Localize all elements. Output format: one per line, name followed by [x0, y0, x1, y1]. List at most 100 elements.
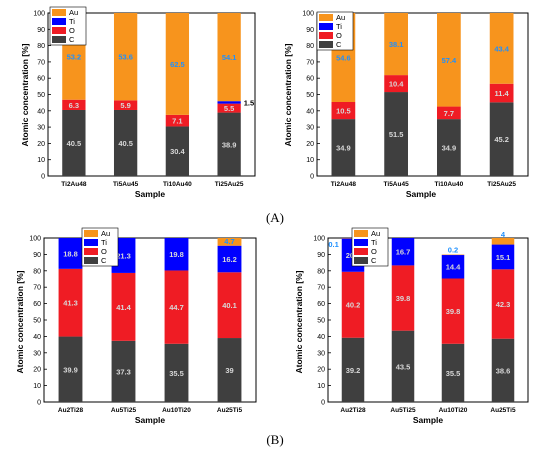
- data-label: 18.8: [63, 249, 78, 258]
- data-label: 39.2: [346, 366, 361, 375]
- bar-segment-c: [391, 330, 415, 402]
- x-axis-label: Sample: [135, 415, 166, 425]
- data-label: 45.2: [494, 135, 509, 144]
- bar-segment-ti: [491, 244, 515, 270]
- legend-label-ti: Ti: [69, 17, 75, 26]
- caption-panel-a: (A): [265, 210, 285, 225]
- y-tick-label: 80: [37, 43, 45, 50]
- x-axis-label: Sample: [135, 189, 166, 199]
- data-label: 15.1: [496, 253, 511, 262]
- legend-label-c: C: [336, 40, 342, 49]
- bar-segment-c: [341, 337, 365, 402]
- y-tick-label: 30: [33, 350, 41, 357]
- x-tick-label: Au25Ti5: [490, 407, 516, 414]
- data-label: 4: [501, 230, 506, 239]
- data-label: 39.8: [446, 307, 461, 316]
- bar-segment-c: [62, 109, 86, 176]
- x-tick-label: Ti25Au25: [487, 181, 516, 188]
- y-axis-label: Atomic concentration [%]: [283, 43, 293, 146]
- x-tick-label: Au5Ti25: [111, 407, 137, 414]
- data-label: 53.2: [67, 52, 82, 61]
- bar-segment-au: [217, 13, 241, 102]
- legend-swatch-au: [84, 230, 98, 237]
- data-label: 39.9: [63, 365, 78, 374]
- data-label: 34.9: [336, 144, 351, 153]
- x-tick-label: Ti25Au25: [215, 181, 244, 188]
- bar-segment-c: [441, 343, 465, 402]
- bar-segment-c: [217, 338, 242, 402]
- data-label: 7.1: [172, 117, 182, 126]
- bar-segment-o: [58, 268, 83, 337]
- bar-segment-c: [111, 340, 136, 402]
- y-tick-label: 80: [306, 43, 314, 50]
- x-axis-label: Sample: [413, 415, 444, 425]
- x-tick-label: Ti2Au48: [61, 181, 87, 188]
- y-tick-label: 20: [37, 141, 45, 148]
- legend-label-o: O: [69, 26, 75, 35]
- data-label: 57.4: [442, 56, 457, 65]
- data-label: 16.2: [222, 255, 237, 264]
- data-label: 34.9: [442, 144, 457, 153]
- legend-label-au: Au: [101, 229, 110, 238]
- bar-segment-o: [165, 114, 190, 127]
- data-label: 44.7: [169, 303, 184, 312]
- data-label: 19.8: [169, 250, 184, 259]
- y-tick-label: 70: [37, 59, 45, 66]
- legend-label-ti: Ti: [101, 238, 107, 247]
- chart-panel-4: 010203040506070809010039.240.220.50.1Au2…: [294, 227, 529, 425]
- legend-swatch-ti: [354, 239, 368, 246]
- y-tick-label: 0: [37, 400, 41, 407]
- bar-segment-c: [384, 92, 408, 176]
- data-label: 38.1: [389, 40, 404, 49]
- data-label: 10.4: [389, 80, 404, 89]
- data-label: 30.4: [170, 147, 185, 156]
- bar-segment-c: [437, 119, 461, 176]
- x-tick-label: Au2Ti28: [340, 407, 366, 414]
- y-tick-label: 30: [317, 350, 325, 357]
- y-tick-label: 30: [306, 125, 314, 132]
- bar-segment-o: [62, 99, 86, 110]
- data-label: 5.9: [120, 101, 130, 110]
- data-label: 7.7: [444, 109, 454, 118]
- y-tick-label: 20: [317, 367, 325, 374]
- data-label: 40.2: [346, 301, 361, 310]
- bar-segment-o: [217, 272, 242, 339]
- legend-swatch-au: [354, 230, 368, 237]
- data-label: 16.7: [396, 248, 411, 257]
- bar-segment-ti: [391, 238, 415, 266]
- bar-segment-au: [165, 13, 190, 115]
- bar-segment-o: [331, 101, 356, 120]
- legend-label-au: Au: [371, 229, 380, 238]
- x-tick-label: Ti2Au48: [331, 181, 357, 188]
- bar-segment-o: [384, 75, 408, 93]
- data-label: 5.5: [224, 104, 234, 113]
- bar-segment-ti: [58, 238, 83, 269]
- data-label: 37.3: [116, 367, 131, 376]
- y-tick-label: 90: [33, 252, 41, 259]
- legend-swatch-o: [319, 32, 333, 39]
- data-label: 40.5: [67, 139, 82, 148]
- bar-segment-o: [113, 100, 138, 110]
- bar-segment-ti: [217, 245, 242, 273]
- y-tick-label: 50: [317, 318, 325, 325]
- legend-swatch-au: [52, 9, 66, 16]
- y-tick-label: 100: [33, 11, 45, 18]
- data-label: 39.8: [396, 294, 411, 303]
- data-label: 41.3: [63, 299, 78, 308]
- y-tick-label: 50: [33, 318, 41, 325]
- bar-segment-o: [217, 103, 241, 113]
- bar-segment-o: [164, 270, 189, 344]
- bar-segment-o: [489, 83, 514, 103]
- data-label: 54.1: [222, 53, 237, 62]
- data-label: 0.1: [328, 240, 338, 249]
- y-tick-label: 40: [33, 334, 41, 341]
- caption-panel-b: (B): [266, 432, 284, 447]
- bar-segment-ti: [441, 254, 465, 279]
- y-tick-label: 60: [306, 76, 314, 83]
- x-tick-label: Ti10Au40: [434, 181, 463, 188]
- legend-label-au: Au: [336, 13, 345, 22]
- y-tick-label: 0: [321, 400, 325, 407]
